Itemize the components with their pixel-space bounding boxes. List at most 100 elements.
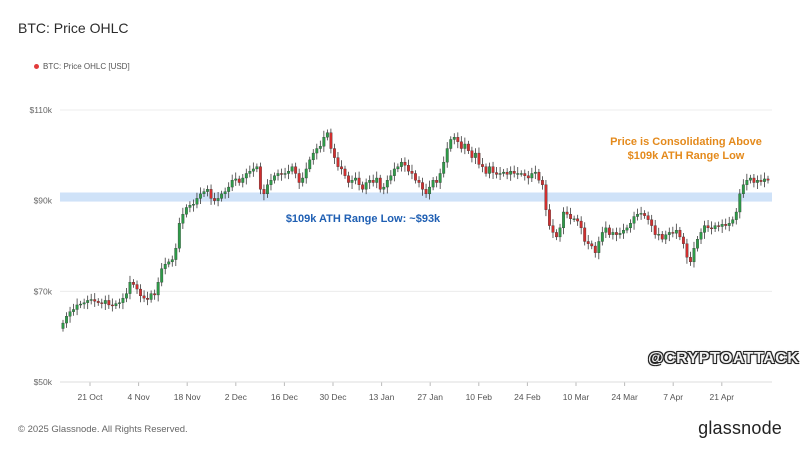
candle-body <box>428 186 432 195</box>
candle-body <box>350 180 354 183</box>
candle-body <box>590 243 594 247</box>
candle-body <box>177 223 181 249</box>
candle-body <box>484 166 488 174</box>
candle-body <box>343 168 347 176</box>
candle-body <box>318 146 322 149</box>
candle-body <box>103 300 107 304</box>
x-tick-label: 4 Nov <box>127 392 150 402</box>
candle-body <box>664 234 668 240</box>
candle-body <box>748 177 752 181</box>
candle-body <box>523 173 527 176</box>
candle-body <box>110 304 114 307</box>
candle-body <box>449 139 453 149</box>
candle-body <box>685 243 689 258</box>
candle-body <box>498 173 502 175</box>
candle-body <box>199 193 202 199</box>
candle-body <box>117 302 121 304</box>
x-tick-label: 13 Jan <box>369 392 395 402</box>
annotation-line: $109k ATH Range Low <box>628 150 745 162</box>
candle-body <box>258 166 262 190</box>
glassnode-logo[interactable]: glassnode <box>698 418 782 438</box>
candle-body <box>502 171 506 174</box>
candle-body <box>625 227 629 231</box>
y-tick-label: $70k <box>34 286 53 296</box>
candle-body <box>727 223 731 226</box>
candle-body <box>558 227 562 238</box>
candles <box>61 128 770 332</box>
candle-body <box>703 225 706 233</box>
candle-body <box>505 171 509 175</box>
ath-range-low-band <box>60 192 772 202</box>
x-tick-label: 18 Nov <box>174 392 202 402</box>
x-tick-label: 30 Dec <box>320 392 348 402</box>
candle-body <box>512 171 516 174</box>
chart-legend[interactable]: BTC: Price OHLC [USD] <box>34 62 130 71</box>
candle-body <box>273 175 276 181</box>
candle-body <box>75 304 79 310</box>
candle-body <box>639 213 643 215</box>
candle-body <box>445 148 449 163</box>
x-tick-label: 24 Mar <box>611 392 638 402</box>
candle-body <box>163 263 167 269</box>
candle-body <box>629 223 632 229</box>
candle-body <box>139 288 142 297</box>
candle-body <box>322 137 326 147</box>
candle-body <box>681 236 685 244</box>
candle-body <box>756 180 759 183</box>
candle-body <box>667 232 671 235</box>
candle-body <box>636 214 639 217</box>
candle-body <box>354 177 357 181</box>
candle-body <box>530 173 534 179</box>
candle-body <box>632 216 636 224</box>
candle-body <box>738 193 742 213</box>
candle-body <box>396 166 400 170</box>
candle-body <box>234 178 238 181</box>
legend-label: BTC: Price OHLC [USD] <box>43 62 130 71</box>
candle-body <box>184 207 188 215</box>
candle-body <box>407 165 410 172</box>
candle-body <box>604 227 608 233</box>
y-tick-label: $50k <box>34 377 53 387</box>
candle-body <box>495 172 498 175</box>
candle-body <box>424 189 428 195</box>
candle-body <box>470 150 474 158</box>
candle-body <box>206 189 209 192</box>
candle-body <box>209 189 213 199</box>
candle-body <box>244 173 248 179</box>
candle-body <box>262 189 266 195</box>
candle-body <box>516 173 520 175</box>
candle-body <box>477 152 481 165</box>
candle-body <box>220 193 224 199</box>
candle-body <box>442 161 446 174</box>
candle-body <box>414 173 417 181</box>
candle-body <box>287 171 291 174</box>
x-tick-label: 21 Apr <box>710 392 735 402</box>
candle-body <box>544 184 548 210</box>
candle-body <box>618 233 622 235</box>
candle-body <box>611 232 615 235</box>
candle-body <box>192 204 195 206</box>
candle-body <box>759 180 763 182</box>
candle-body <box>100 302 104 304</box>
candle-body <box>438 173 442 183</box>
x-tick-label: 10 Feb <box>466 392 493 402</box>
candle-body <box>294 166 298 174</box>
candle-body <box>741 184 745 195</box>
candle-body <box>357 177 361 185</box>
candle-body <box>82 302 86 305</box>
candle-body <box>622 229 625 234</box>
candle-body <box>646 215 650 220</box>
x-tick-label: 21 Oct <box>77 392 103 402</box>
candle-body <box>276 173 280 176</box>
candle-body <box>195 198 199 205</box>
candle-body <box>491 166 495 173</box>
candle-body <box>569 214 573 219</box>
candle-body <box>696 239 699 249</box>
candle-body <box>586 241 590 244</box>
candle-body <box>160 268 164 283</box>
candle-body <box>280 173 283 175</box>
x-tick-label: 16 Dec <box>271 392 299 402</box>
candle-body <box>474 152 477 158</box>
candle-body <box>364 182 368 190</box>
